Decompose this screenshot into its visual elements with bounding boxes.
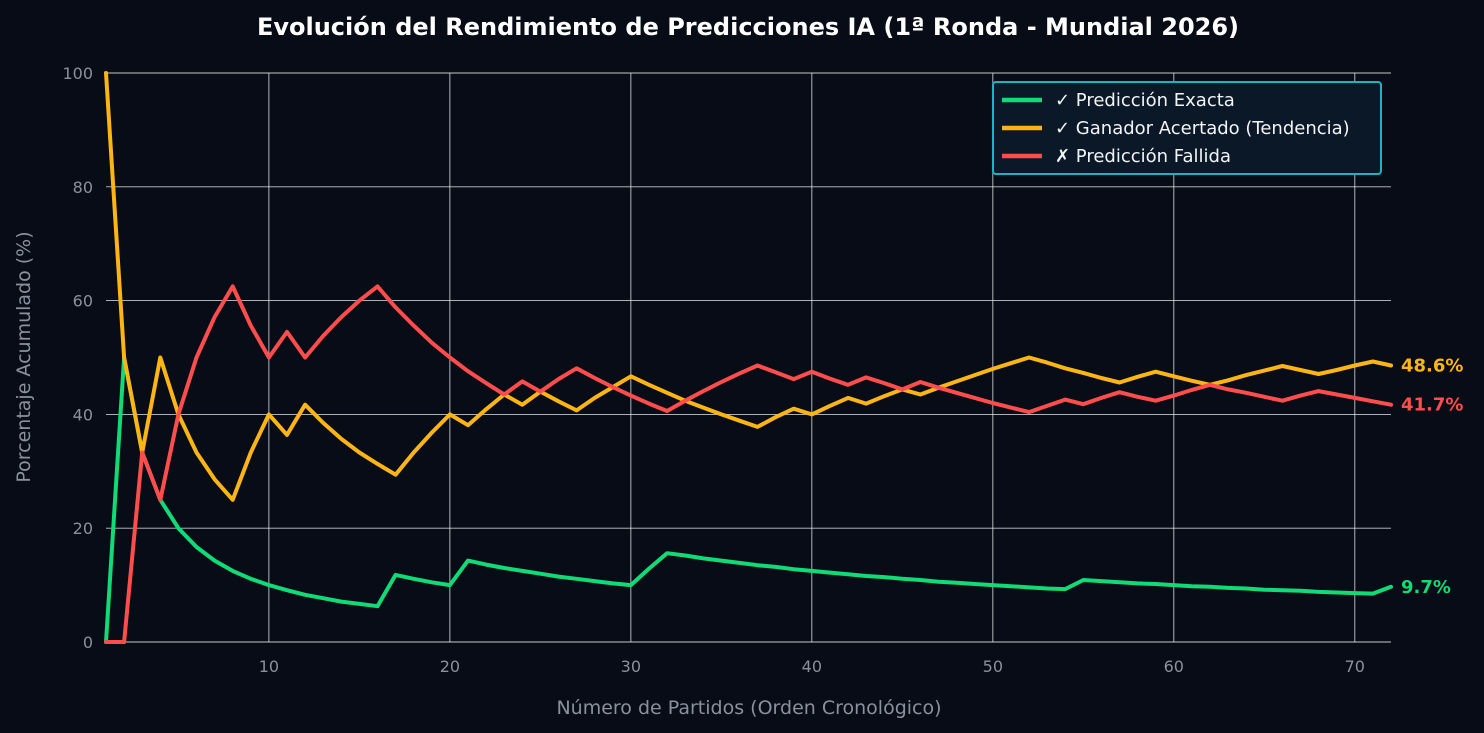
y-tick-label-60: 60 — [73, 292, 93, 311]
legend: ✓ Predicción Exacta ✓ Ganador Acertado (T… — [992, 81, 1382, 175]
series-line-0 — [104, 355, 1393, 644]
x-tick-label-20: 20 — [440, 657, 460, 676]
end-labels: 9.7% 48.6% 41.7% — [1401, 355, 1463, 597]
series-line-2 — [104, 284, 1393, 644]
x-tick-label-30: 30 — [621, 657, 641, 676]
series-layer — [104, 71, 1393, 644]
y-tick-label-100: 100 — [62, 64, 93, 83]
legend-label-0: ✓ Predicción Exacta — [1055, 90, 1235, 111]
series-line-1 — [104, 71, 1393, 502]
y-axis-label: Porcentaje Acumulado (%) — [13, 231, 35, 482]
legend-box — [992, 81, 1382, 175]
end-label-0: 9.7% — [1401, 577, 1451, 598]
x-tick-label-70: 70 — [1345, 657, 1365, 676]
end-label-1: 48.6% — [1401, 355, 1463, 376]
y-tick-label-80: 80 — [73, 178, 93, 197]
x-tick-label-10: 10 — [259, 657, 279, 676]
x-tick-label-60: 60 — [1164, 657, 1184, 676]
axis-ticks: 10 20 30 40 50 60 70 0 20 40 60 80 100 — [62, 64, 1365, 676]
x-tick-label-40: 40 — [802, 657, 822, 676]
legend-label-2: ✗ Predicción Fallida — [1055, 146, 1231, 167]
end-label-2: 41.7% — [1401, 395, 1463, 416]
y-tick-label-20: 20 — [73, 519, 93, 538]
y-tick-label-0: 0 — [83, 633, 93, 652]
x-axis-label: Número de Partidos (Orden Cronológico) — [556, 697, 941, 719]
chart-title: Evolución del Rendimiento de Prediccione… — [257, 13, 1239, 41]
y-tick-label-40: 40 — [73, 405, 93, 424]
legend-label-1: ✓ Ganador Acertado (Tendencia) — [1055, 118, 1350, 139]
x-tick-label-50: 50 — [983, 657, 1003, 676]
